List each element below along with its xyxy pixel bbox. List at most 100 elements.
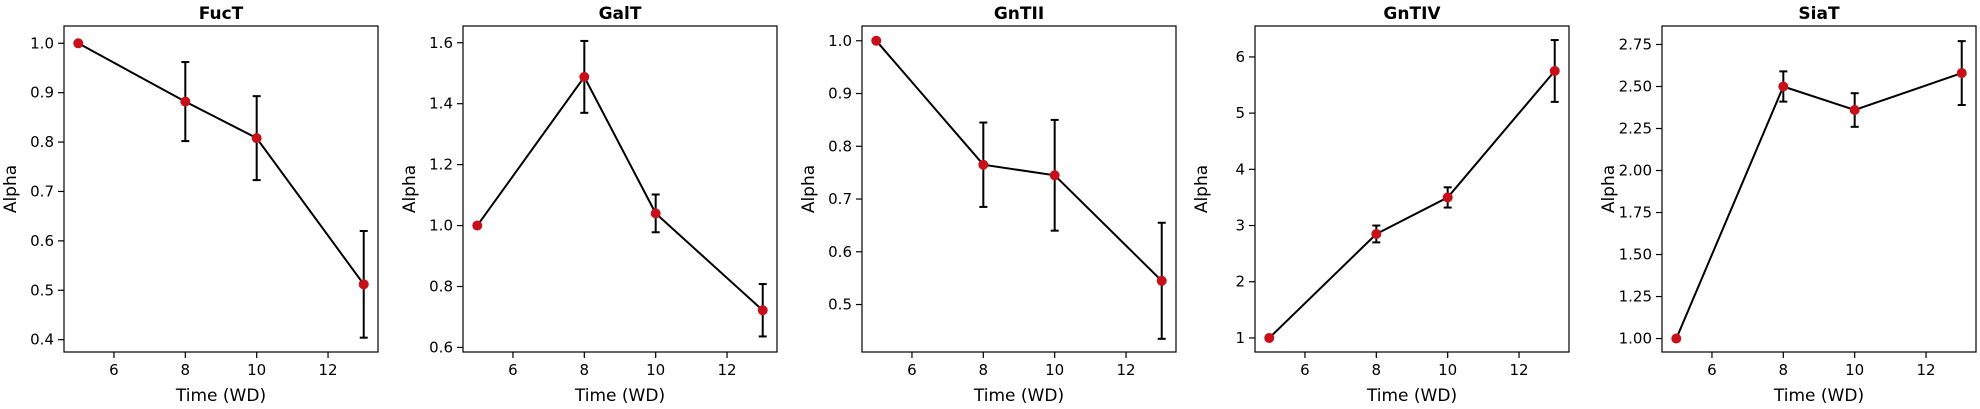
plot-frame bbox=[1254, 25, 1570, 353]
data-point bbox=[73, 38, 84, 49]
chart-panel: FucT 6 8 10 12 0.4 0.5 0.6 0.7 0.8 0.9 1.0 Time (WD)… bbox=[1, 4, 379, 406]
y-tick-label: 1.25 bbox=[1619, 288, 1652, 306]
y-axis-label: Alpha bbox=[400, 165, 420, 213]
y-tick-label: 1.0 bbox=[828, 32, 852, 50]
y-tick-label: 5 bbox=[1235, 104, 1245, 122]
y-tick-label: 1.6 bbox=[429, 34, 453, 52]
y-tick-label: 1.50 bbox=[1619, 246, 1652, 264]
data-point bbox=[1442, 192, 1453, 203]
x-axis-label: Time (WD) bbox=[1773, 386, 1864, 406]
y-tick-label: 1.4 bbox=[429, 95, 453, 113]
y-tick-label: 0.4 bbox=[30, 331, 54, 349]
plot-frame bbox=[63, 25, 379, 353]
x-tick-label: 12 bbox=[1916, 361, 1935, 379]
y-tick-label: 0.8 bbox=[30, 133, 54, 151]
x-tick-label: 12 bbox=[1116, 361, 1135, 379]
y-tick-label: 0.6 bbox=[429, 338, 453, 356]
x-axis-label: Time (WD) bbox=[1366, 386, 1457, 406]
y-tick-label: 0.5 bbox=[828, 296, 852, 314]
x-tick-label: 10 bbox=[1845, 361, 1864, 379]
x-tick-label: 8 bbox=[580, 361, 590, 379]
y-tick-label: 0.8 bbox=[429, 277, 453, 295]
x-tick-label: 8 bbox=[1372, 361, 1382, 379]
data-point bbox=[1049, 170, 1060, 181]
data-point bbox=[358, 279, 369, 290]
y-tick-label: 6 bbox=[1235, 48, 1245, 66]
chart-panel: SiaT 6 8 10 12 1.00 1.25 1.50 1.75 2.00 2.25 2.50 2.… bbox=[1599, 4, 1977, 406]
y-tick-label: 1 bbox=[1235, 329, 1245, 347]
y-axis-label: Alpha bbox=[1192, 165, 1212, 213]
y-tick-label: 3 bbox=[1235, 217, 1245, 235]
x-axis-label: Time (WD) bbox=[574, 386, 665, 406]
x-axis-label: Time (WD) bbox=[175, 386, 266, 406]
y-tick-label: 0.9 bbox=[828, 85, 852, 103]
data-point bbox=[871, 35, 882, 46]
series-line bbox=[1675, 72, 1963, 339]
data-point bbox=[757, 305, 768, 316]
data-point bbox=[472, 220, 483, 231]
data-point bbox=[650, 208, 661, 219]
y-tick-label: 0.6 bbox=[30, 232, 54, 250]
x-tick-label: 6 bbox=[1707, 361, 1717, 379]
x-tick-label: 6 bbox=[508, 361, 518, 379]
x-tick-label: 10 bbox=[247, 361, 266, 379]
y-tick-label: 4 bbox=[1235, 160, 1245, 178]
y-tick-label: 1.2 bbox=[429, 156, 453, 174]
y-tick-label: 0.5 bbox=[30, 281, 54, 299]
chart-panel: GnTII 6 8 10 12 0.5 0.6 0.7 0.8 0.9 1.0 Time (WD) Al… bbox=[799, 4, 1177, 406]
x-tick-label: 6 bbox=[109, 361, 119, 379]
series-line bbox=[77, 42, 365, 285]
x-tick-label: 10 bbox=[1438, 361, 1457, 379]
x-tick-label: 6 bbox=[907, 361, 917, 379]
y-axis-label: Alpha bbox=[799, 165, 819, 213]
chart-title: GnTIV bbox=[1383, 4, 1441, 24]
data-point bbox=[978, 159, 989, 170]
y-tick-label: 1.0 bbox=[30, 34, 54, 52]
x-tick-label: 6 bbox=[1300, 361, 1310, 379]
y-tick-label: 2.25 bbox=[1619, 120, 1652, 138]
series-line bbox=[875, 40, 1163, 282]
data-point bbox=[251, 133, 262, 144]
plot-frame bbox=[1661, 25, 1977, 353]
x-tick-label: 12 bbox=[318, 361, 337, 379]
chart-title: FucT bbox=[199, 4, 244, 24]
data-point bbox=[1778, 81, 1789, 92]
x-tick-label: 10 bbox=[646, 361, 665, 379]
data-point bbox=[180, 96, 191, 107]
y-tick-label: 1.0 bbox=[429, 217, 453, 235]
chart-title: SiaT bbox=[1798, 4, 1840, 24]
y-tick-label: 0.7 bbox=[30, 182, 54, 200]
data-point bbox=[1156, 275, 1167, 286]
y-tick-label: 1.00 bbox=[1619, 330, 1652, 348]
chart-title: GnTII bbox=[994, 4, 1044, 24]
x-tick-label: 10 bbox=[1045, 361, 1064, 379]
data-point bbox=[1549, 65, 1560, 76]
series-line bbox=[476, 75, 764, 312]
plot-frame bbox=[462, 25, 778, 353]
chart-title: GalT bbox=[599, 4, 642, 24]
x-tick-label: 8 bbox=[181, 361, 191, 379]
x-tick-label: 8 bbox=[1779, 361, 1789, 379]
y-tick-label: 2.00 bbox=[1619, 162, 1652, 180]
x-tick-label: 8 bbox=[979, 361, 989, 379]
y-tick-label: 0.8 bbox=[828, 137, 852, 155]
data-point bbox=[1671, 333, 1682, 344]
y-tick-label: 0.7 bbox=[828, 190, 852, 208]
x-tick-label: 12 bbox=[717, 361, 736, 379]
plot-frame bbox=[861, 25, 1177, 353]
y-tick-label: 2.50 bbox=[1619, 77, 1652, 95]
y-axis-label: Alpha bbox=[1599, 165, 1619, 213]
y-tick-label: 0.9 bbox=[30, 84, 54, 102]
x-axis-label: Time (WD) bbox=[973, 386, 1064, 406]
data-point bbox=[1371, 228, 1382, 239]
y-axis-label: Alpha bbox=[1, 165, 21, 213]
chart-panel: GalT 6 8 10 12 0.6 0.8 1.0 1.2 1.4 1.6 Time (WD) Alp… bbox=[400, 4, 778, 406]
series-line bbox=[1268, 70, 1556, 339]
data-point bbox=[1956, 68, 1967, 79]
y-tick-label: 1.75 bbox=[1619, 204, 1652, 222]
data-point bbox=[579, 71, 590, 82]
y-tick-label: 2.75 bbox=[1619, 35, 1652, 53]
data-point bbox=[1849, 105, 1860, 116]
